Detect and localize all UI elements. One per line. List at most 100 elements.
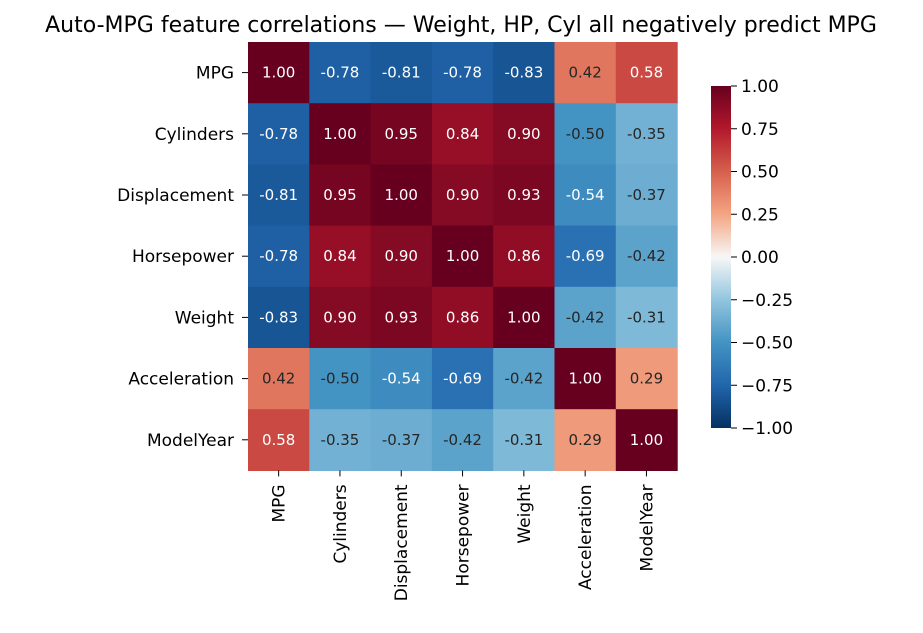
cell-value-label: -0.78 (321, 64, 360, 82)
heatmap-cell (370, 225, 433, 288)
cell-value-label: -0.42 (443, 431, 482, 449)
row-label: Acceleration (128, 370, 234, 390)
cell-value-label: -0.35 (321, 431, 360, 449)
column-labels: MPG Cylinders Displacement Horsepower Weight… (270, 470, 657, 601)
cell-value-label: -0.69 (566, 247, 605, 265)
cell-value-label: 0.29 (630, 370, 663, 388)
cell-value-label: 0.95 (323, 186, 356, 204)
heatmap-cells: 1.00 -0.78 -0.81 -0.78 -0.83 0.42 0.58 -0.78 1.0… (248, 42, 678, 471)
heatmap-cell (370, 409, 433, 471)
cell-value-label: -0.42 (627, 247, 666, 265)
row-label: Displacement (117, 186, 234, 206)
row-labels: MPG Cylinders Displacement Horsepower Weight… (117, 64, 248, 451)
cell-value-label: 0.90 (446, 186, 479, 204)
cell-value-label: -0.69 (443, 370, 482, 388)
colorbar-tick-label: −0.25 (741, 291, 793, 311)
column-label: Horsepower (454, 484, 474, 586)
column-label: MPG (270, 484, 290, 522)
cell-value-label: -0.54 (566, 186, 605, 204)
colorbar-tick-label: 0.50 (741, 163, 779, 183)
row-label: Cylinders (155, 125, 234, 145)
cell-value-label: -0.78 (443, 64, 482, 82)
column-label: Weight (515, 484, 535, 544)
heatmap-cell (431, 164, 494, 227)
cell-value-label: 0.84 (323, 247, 356, 265)
cell-value-label: -0.37 (382, 431, 421, 449)
row-label: ModelYear (147, 431, 234, 451)
heatmap-cell (493, 42, 556, 104)
cell-value-label: 1.00 (630, 431, 663, 449)
heatmap-cell (615, 225, 678, 288)
heatmap-cell (615, 409, 678, 471)
column-label: Cylinders (331, 484, 351, 563)
heatmap-cell (554, 286, 617, 349)
colorbar-tick-label: 0.00 (741, 248, 779, 268)
cell-value-label: -0.31 (504, 431, 543, 449)
heatmap-cell (248, 348, 310, 410)
cell-value-label: 0.86 (507, 247, 540, 265)
cell-value-label: -0.81 (259, 186, 298, 204)
heatmap-cell (554, 103, 617, 165)
column-label: Displacement (392, 484, 412, 601)
heatmap-cell (248, 103, 310, 165)
heatmap-cell (554, 164, 617, 227)
heatmap-cell (370, 348, 433, 410)
row-label: MPG (196, 64, 234, 84)
cell-value-label: -0.37 (627, 186, 666, 204)
cell-value-label: 0.58 (262, 431, 295, 449)
cell-value-label: -0.50 (566, 125, 605, 143)
heatmap-cell (309, 164, 372, 227)
colorbar-tick-label: −0.75 (741, 376, 793, 396)
cell-value-label: 1.00 (262, 64, 295, 82)
heatmap-cell (615, 286, 678, 349)
heatmap-cell (554, 42, 617, 104)
cell-value-label: -0.83 (259, 308, 298, 326)
colorbar-tick-label: 0.25 (741, 205, 779, 225)
heatmap-cell (248, 164, 310, 227)
heatmap-cell (431, 286, 494, 349)
cell-value-label: 1.00 (323, 125, 356, 143)
column-label: ModelYear (637, 484, 657, 571)
cell-value-label: 0.84 (446, 125, 479, 143)
cell-value-label: 0.93 (507, 186, 540, 204)
colorbar: 1.00 0.75 0.50 0.25 0.00 −0.25 −0.50 −0.75 −1.00 (711, 77, 793, 439)
heatmap-cell (370, 103, 433, 165)
chart-title: Auto-MPG feature correlations — Weight, … (45, 13, 877, 38)
heatmap-cell (493, 348, 556, 410)
colorbar-tick-label: −1.00 (741, 419, 793, 439)
heatmap-cell (431, 348, 494, 410)
cell-value-label: 0.90 (323, 308, 356, 326)
row-label: Horsepower (132, 247, 234, 267)
cell-value-label: 0.42 (568, 64, 601, 82)
cell-value-label: 1.00 (507, 308, 540, 326)
heatmap-cell (493, 103, 556, 165)
heatmap-cell (309, 286, 372, 349)
cell-value-label: -0.81 (382, 64, 421, 82)
heatmap-cell (615, 42, 678, 104)
colorbar-tick-label: 0.75 (741, 120, 779, 140)
heatmap-cell (370, 164, 433, 227)
cell-value-label: -0.78 (259, 247, 298, 265)
cell-value-label: -0.42 (566, 308, 605, 326)
heatmap-cell (554, 225, 617, 288)
heatmap-cell (431, 103, 494, 165)
heatmap-cell (248, 286, 310, 349)
heatmap-cell (248, 42, 310, 104)
cell-value-label: 1.00 (385, 186, 418, 204)
heatmap-cell (554, 348, 617, 410)
heatmap-cell (309, 348, 372, 410)
cell-value-label: -0.78 (259, 125, 298, 143)
heatmap-cell (493, 164, 556, 227)
cell-value-label: -0.54 (382, 370, 421, 388)
cell-value-label: 0.42 (262, 370, 295, 388)
heatmap-cell (309, 42, 372, 104)
heatmap-cell (493, 286, 556, 349)
row-label: Weight (175, 308, 235, 328)
cell-value-label: 1.00 (568, 370, 601, 388)
heatmap-cell (615, 348, 678, 410)
cell-value-label: 0.86 (446, 308, 479, 326)
heatmap-cell (431, 42, 494, 104)
cell-value-label: -0.42 (504, 370, 543, 388)
cell-value-label: 0.90 (385, 247, 418, 265)
